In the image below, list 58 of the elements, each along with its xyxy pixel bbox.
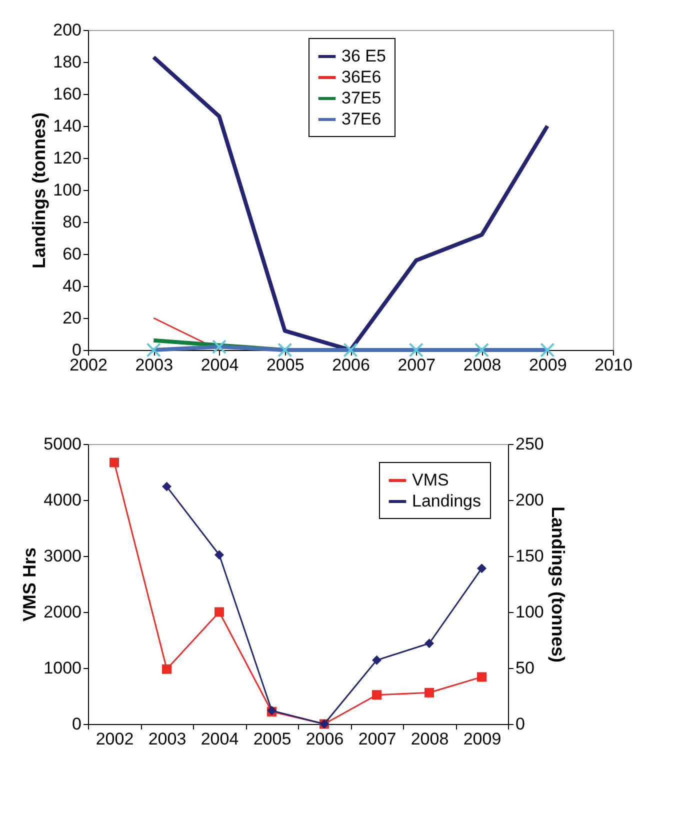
y-tick-label: 3000 <box>44 546 82 566</box>
y-tick-label: 1000 <box>44 658 82 678</box>
x-tick-label: 2002 <box>96 730 134 748</box>
x-tick-label: 2004 <box>200 356 239 374</box>
x-tick-label: 2007 <box>398 356 436 374</box>
y-tick-label: 40 <box>62 276 82 296</box>
x-tick-label: 2007 <box>358 730 396 748</box>
y-tick-label: 0 <box>72 714 82 734</box>
y-tick-label: 180 <box>53 52 82 72</box>
y2-axis-title: Landings (tonnes) <box>548 506 568 662</box>
legend-label: Landings <box>412 492 482 510</box>
point <box>162 482 172 492</box>
point <box>424 688 434 698</box>
x-tick-label: 2005 <box>253 730 292 748</box>
y-tick-label: 2000 <box>44 602 82 622</box>
y-tick-label: 120 <box>53 148 82 168</box>
x-tick-label: 2006 <box>332 356 370 374</box>
x-tick-label: 2009 <box>528 356 567 374</box>
y-tick-label: 5000 <box>44 434 82 454</box>
x-tick-label: 2003 <box>135 356 174 374</box>
x-tick-label: 2006 <box>306 730 344 748</box>
y2-tick-label: 100 <box>516 602 544 622</box>
x-tick-label: 2005 <box>266 356 304 374</box>
x-tick-label: 2010 <box>594 356 632 374</box>
y-tick-label: 80 <box>62 212 82 232</box>
point <box>477 564 486 574</box>
y2-tick-label: 200 <box>516 490 544 510</box>
point <box>214 550 224 560</box>
y-tick-label: 200 <box>53 20 82 40</box>
legend-label: 37E5 <box>342 88 382 108</box>
legend-label: 36 E5 <box>342 46 386 66</box>
x-tick-label: 2004 <box>200 730 239 748</box>
legend-label: 37E6 <box>342 110 382 128</box>
y-tick-label: 100 <box>53 180 82 200</box>
y2-tick-label: 250 <box>516 434 544 454</box>
point <box>477 672 486 682</box>
x-tick-label: 2009 <box>463 730 502 748</box>
y-tick-label: 160 <box>53 84 82 104</box>
x-tick-label: 2008 <box>463 356 502 374</box>
y-tick-label: 4000 <box>44 490 82 510</box>
y-tick-label: 20 <box>62 308 82 328</box>
point <box>424 638 434 648</box>
y2-tick-label: 150 <box>516 546 544 566</box>
y2-tick-label: 0 <box>516 714 525 734</box>
point <box>110 458 119 468</box>
point <box>372 655 382 665</box>
point <box>162 664 172 674</box>
x-tick-label: 2008 <box>410 730 449 748</box>
y-axis-title: VMS Hrs <box>20 547 40 622</box>
y-axis-title: Landings (tonnes) <box>29 112 50 268</box>
legend-label: 36E6 <box>342 68 382 86</box>
point <box>372 690 382 700</box>
legend-label: VMS <box>412 470 449 490</box>
y-tick-label: 60 <box>62 244 82 264</box>
y2-tick-label: 50 <box>516 658 534 678</box>
x-tick-label: 2003 <box>148 730 186 748</box>
y-tick-label: 140 <box>53 116 82 136</box>
point <box>214 607 224 617</box>
